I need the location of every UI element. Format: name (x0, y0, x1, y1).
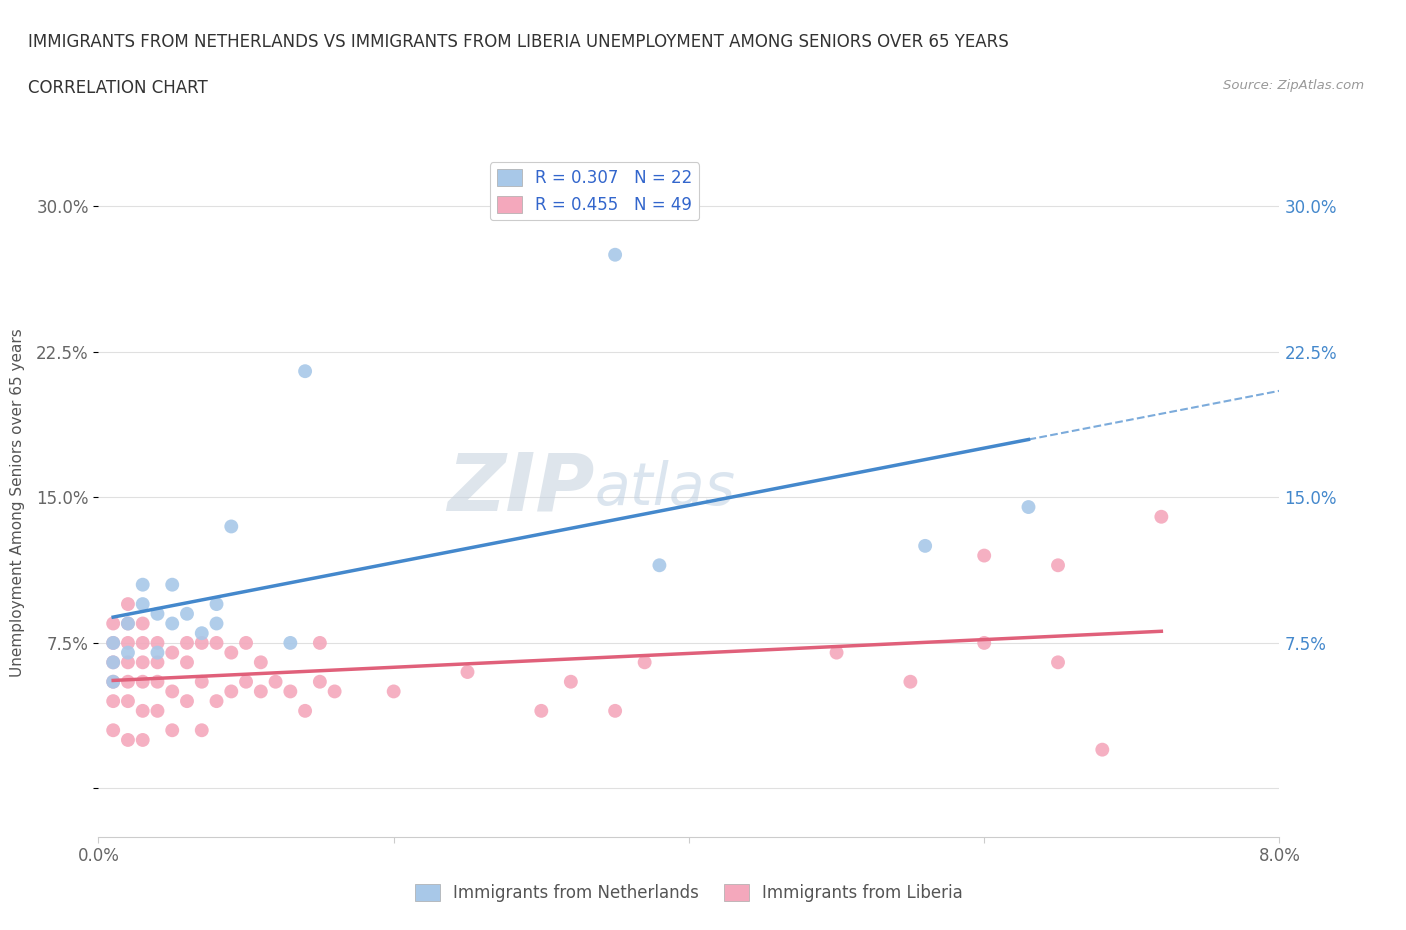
Point (1150, 510, 1173, 525)
Point (146, 645, 169, 660)
Point (648, 558, 671, 573)
Point (205, 616, 228, 631)
Point (250, 655, 273, 670)
Point (900, 674, 922, 689)
Point (103, 635, 125, 650)
Text: IMMIGRANTS FROM NETHERLANDS VS IMMIGRANTS FROM LIBERIA UNEMPLOYMENT AMONG SENIOR: IMMIGRANTS FROM NETHERLANDS VS IMMIGRANT… (28, 33, 1010, 50)
Text: ZIP: ZIP (447, 450, 595, 528)
Point (146, 674, 169, 689)
Point (103, 616, 125, 631)
Y-axis label: Unemployment Among Seniors over 65 years: Unemployment Among Seniors over 65 years (10, 328, 25, 677)
Point (1046, 558, 1069, 573)
Point (250, 684, 273, 698)
Point (323, 684, 346, 698)
Legend: Immigrants from Netherlands, Immigrants from Liberia: Immigrants from Netherlands, Immigrants … (408, 878, 970, 909)
Point (264, 674, 287, 689)
Point (117, 694, 139, 709)
Point (146, 606, 169, 621)
Point (191, 674, 214, 689)
Point (914, 538, 936, 553)
Point (633, 655, 655, 670)
Text: atlas: atlas (595, 460, 735, 517)
Point (456, 665, 478, 680)
Point (605, 247, 627, 262)
Point (117, 597, 139, 612)
Point (103, 674, 125, 689)
Point (117, 733, 139, 748)
Point (132, 733, 155, 748)
Point (103, 674, 125, 689)
Text: Source: ZipAtlas.com: Source: ZipAtlas.com (1223, 79, 1364, 92)
Point (973, 548, 995, 563)
Point (132, 655, 155, 670)
Point (1046, 655, 1069, 670)
Point (825, 645, 848, 660)
Point (205, 694, 228, 709)
Point (308, 635, 332, 650)
Point (132, 597, 155, 612)
Point (117, 674, 139, 689)
Point (219, 645, 242, 660)
Point (278, 684, 302, 698)
Point (605, 703, 627, 718)
Point (117, 616, 139, 631)
Point (294, 364, 316, 379)
Point (219, 519, 242, 534)
Point (191, 723, 214, 737)
Point (117, 645, 139, 660)
Point (176, 606, 198, 621)
Point (103, 723, 125, 737)
Point (146, 635, 169, 650)
Point (132, 674, 155, 689)
Point (146, 655, 169, 670)
Point (973, 635, 995, 650)
Point (530, 703, 553, 718)
Point (294, 703, 316, 718)
Point (1091, 742, 1114, 757)
Point (176, 694, 198, 709)
Point (132, 635, 155, 650)
Point (162, 684, 183, 698)
Point (117, 655, 139, 670)
Point (162, 578, 183, 592)
Point (103, 655, 125, 670)
Point (235, 674, 257, 689)
Point (219, 684, 242, 698)
Point (103, 635, 125, 650)
Text: CORRELATION CHART: CORRELATION CHART (28, 79, 208, 97)
Point (162, 645, 183, 660)
Point (205, 597, 228, 612)
Point (235, 635, 257, 650)
Point (132, 578, 155, 592)
Point (308, 674, 332, 689)
Point (1017, 499, 1039, 514)
Point (117, 616, 139, 631)
Point (162, 616, 183, 631)
Point (191, 635, 214, 650)
Point (278, 635, 302, 650)
Point (103, 694, 125, 709)
Point (103, 655, 125, 670)
Point (132, 703, 155, 718)
Point (176, 635, 198, 650)
Point (162, 723, 183, 737)
Point (132, 616, 155, 631)
Point (382, 684, 405, 698)
Point (205, 635, 228, 650)
Point (191, 626, 214, 641)
Point (560, 674, 582, 689)
Point (146, 703, 169, 718)
Point (117, 635, 139, 650)
Point (176, 655, 198, 670)
